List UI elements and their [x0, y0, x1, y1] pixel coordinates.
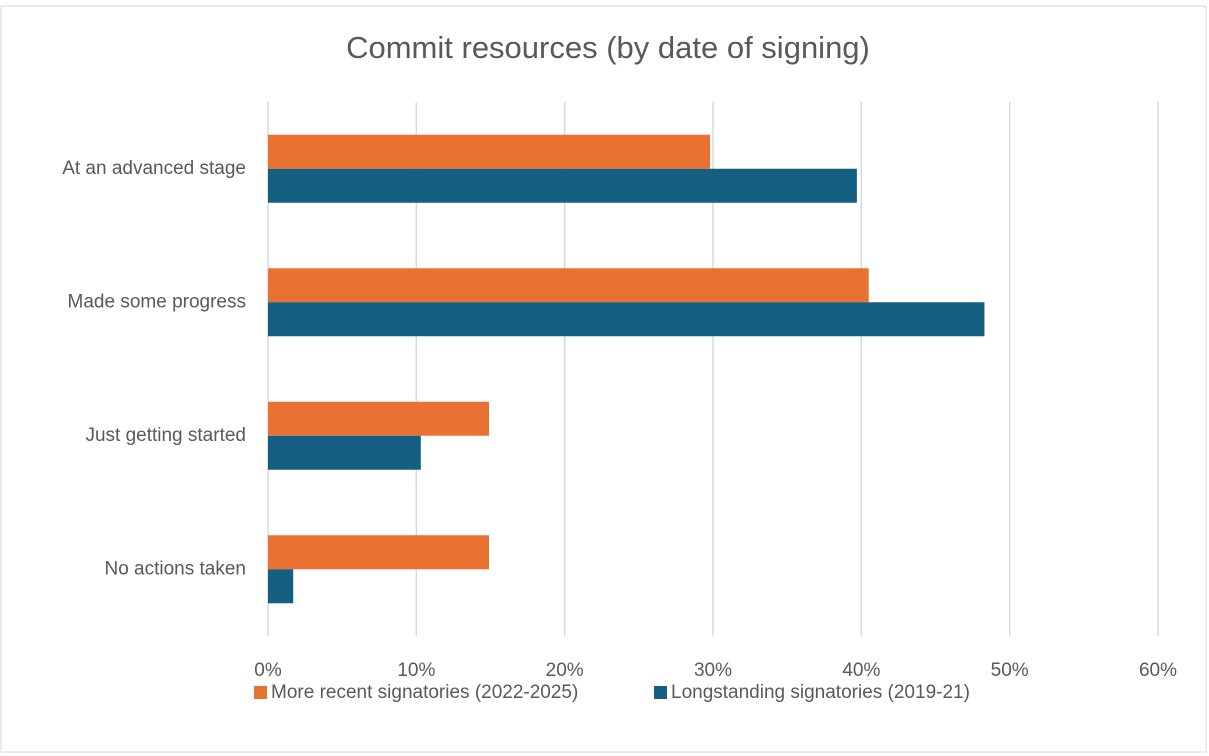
bar	[268, 535, 490, 570]
x-tick-label: 30%	[694, 660, 732, 681]
x-tick-label: 20%	[546, 660, 584, 681]
bar	[268, 134, 711, 169]
x-tick-label: 0%	[254, 660, 282, 681]
bar	[268, 268, 869, 303]
x-tick-label: 10%	[397, 660, 435, 681]
legend-label: Longstanding signatories (2019-21)	[671, 682, 970, 703]
legend-label: More recent signatories (2022-2025)	[271, 682, 578, 703]
y-tick-label: Made some progress	[68, 291, 246, 312]
bar	[268, 302, 985, 337]
legend-swatch	[254, 686, 267, 699]
bar	[268, 435, 421, 470]
chart-title: Commit resources (by date of signing)	[346, 30, 870, 65]
legend-swatch	[654, 686, 667, 699]
y-tick-label: No actions taken	[104, 558, 246, 579]
x-tick-label: 50%	[991, 660, 1029, 681]
y-tick-label: At an advanced stage	[62, 158, 246, 179]
bar	[268, 401, 490, 436]
bar	[268, 168, 857, 203]
x-tick-label: 40%	[842, 660, 880, 681]
bar	[268, 569, 294, 604]
x-tick-label: 60%	[1139, 660, 1177, 681]
chart-border	[0, 5, 1207, 753]
y-tick-label: Just getting started	[85, 425, 246, 446]
